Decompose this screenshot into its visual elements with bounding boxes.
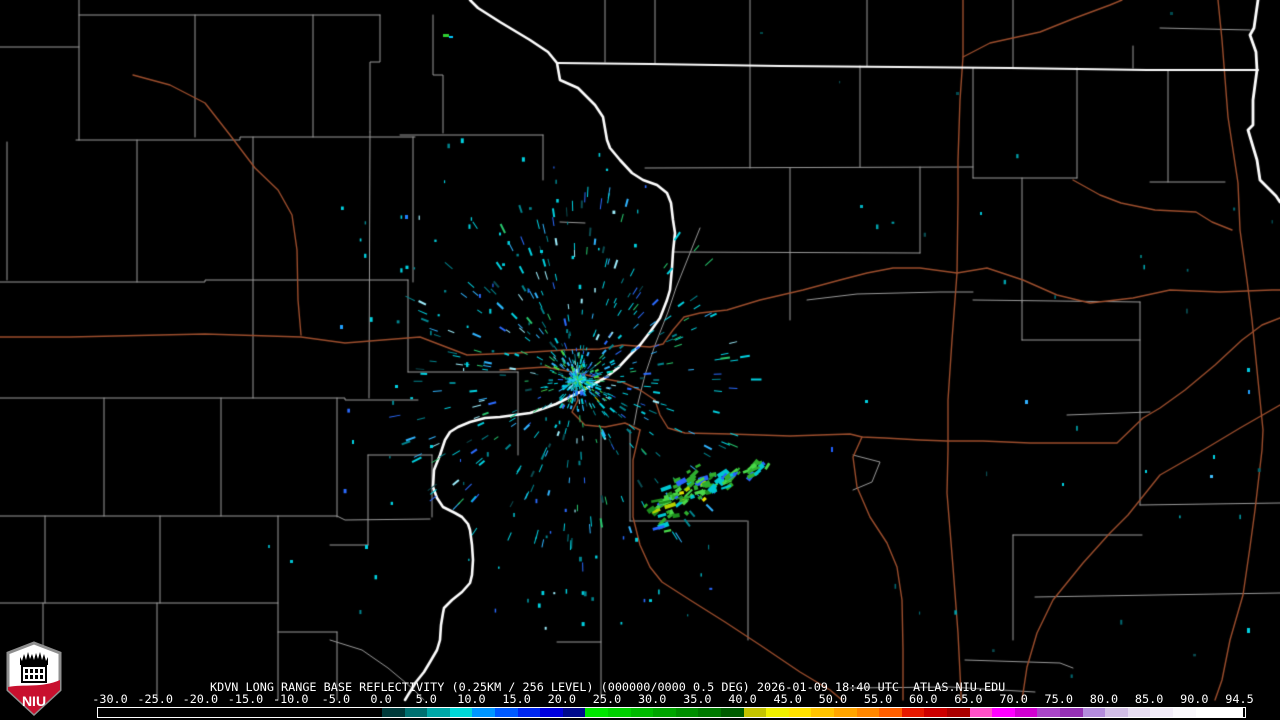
- reflectivity-colorbar: [97, 707, 1246, 718]
- colorbar-segment: [901, 708, 925, 717]
- colorbar-segment: [969, 708, 993, 717]
- colorbar-segment: [721, 708, 745, 717]
- colorbar-segment: [1105, 708, 1129, 717]
- colorbar-tick-label: -10.0: [272, 692, 309, 706]
- niu-logo-text: NIU: [22, 693, 46, 709]
- colorbar-segment: [698, 708, 722, 717]
- colorbar-segment: [675, 708, 699, 717]
- colorbar-tick-label: 94.5: [1225, 692, 1254, 706]
- colorbar-segment: [1060, 708, 1084, 717]
- colorbar-tick-label: -20.0: [182, 692, 219, 706]
- colorbar-tick-label: 70.0: [999, 692, 1028, 706]
- colorbar-tick-label: 15.0: [502, 692, 531, 706]
- colorbar-segment: [788, 708, 812, 717]
- colorbar-segment: [540, 708, 564, 717]
- colorbar-segment: [1037, 708, 1061, 717]
- colorbar-segment: [382, 708, 406, 717]
- colorbar-segment: [947, 708, 971, 717]
- colorbar-tick-label: 40.0: [728, 692, 757, 706]
- colorbar-tick-label: 80.0: [1089, 692, 1119, 706]
- colorbar-tick-label: -25.0: [137, 692, 173, 706]
- colorbar-tick-labels: -30.0 -25.0 -20.0 -15.0 -10.0 -5.0 0.0 5.0 10.0 1…: [0, 693, 1280, 706]
- colorbar-tick-label: 90.0: [1180, 692, 1209, 706]
- product-caption: KDVN LONG RANGE BASE REFLECTIVITY (0.25K…: [210, 680, 899, 694]
- colorbar-segment: [924, 708, 948, 717]
- colorbar-segment: [630, 708, 654, 717]
- niu-logo: NIU: [6, 641, 62, 717]
- colorbar-tick-label: -30.0: [92, 692, 128, 706]
- colorbar-tick-label: 75.0: [1044, 692, 1073, 706]
- colorbar-tick-label: 10.0: [457, 692, 486, 706]
- colorbar-segment: [495, 708, 519, 717]
- colorbar-tick-label: 5.0: [415, 692, 437, 706]
- colorbar-segment: [427, 708, 451, 717]
- colorbar-segment: [992, 708, 1016, 717]
- colorbar-segment: [879, 708, 903, 717]
- niu-shield-red-band: [8, 680, 60, 714]
- colorbar-segment: [811, 708, 835, 717]
- castle-icon: [20, 652, 48, 683]
- colorbar-segment: [1195, 708, 1243, 717]
- colorbar-segment: [856, 708, 880, 717]
- colorbar-segment: [562, 708, 586, 717]
- colorbar-tick-label: -15.0: [227, 692, 264, 706]
- colorbar-segment: [1150, 708, 1174, 717]
- colorbar-tick-label: 25.0: [592, 692, 622, 706]
- colorbar-segment: [517, 708, 541, 717]
- caption-row: KDVN LONG RANGE BASE REFLECTIVITY (0.25K…: [210, 681, 1005, 694]
- colorbar-segment: [449, 708, 473, 717]
- colorbar-tick-label: 60.0: [909, 692, 938, 706]
- colorbar-tick-label: -5.0: [321, 692, 351, 706]
- colorbar-segment: [472, 708, 496, 717]
- colorbar-segment: [653, 708, 677, 717]
- colorbar-tick-label: 20.0: [547, 692, 577, 706]
- colorbar-tick-label: 30.0: [637, 692, 667, 706]
- colorbar-segment: [743, 708, 767, 717]
- colorbar-tick-label: 50.0: [818, 692, 848, 706]
- colorbar-segment: [585, 708, 609, 717]
- colorbar-segment: [1082, 708, 1106, 717]
- colorbar-tick-label: 85.0: [1134, 692, 1164, 706]
- colorbar-tick-label: 45.0: [773, 692, 802, 706]
- colorbar-segment: [834, 708, 858, 717]
- colorbar-segment: [1014, 708, 1038, 717]
- colorbar-segment: [404, 708, 428, 717]
- colorbar-tick-label: 0.0: [370, 692, 392, 706]
- colorbar-tick-label: 35.0: [683, 692, 712, 706]
- colorbar-tick-label: 55.0: [863, 692, 893, 706]
- site-label: ATLAS.NIU.EDU: [912, 680, 1006, 694]
- colorbar-tick-label: 65.0: [954, 692, 983, 706]
- colorbar-segment: [766, 708, 790, 717]
- colorbar-segment: [608, 708, 632, 717]
- colorbar-segment: [1173, 708, 1197, 717]
- colorbar-segment: [1127, 708, 1151, 717]
